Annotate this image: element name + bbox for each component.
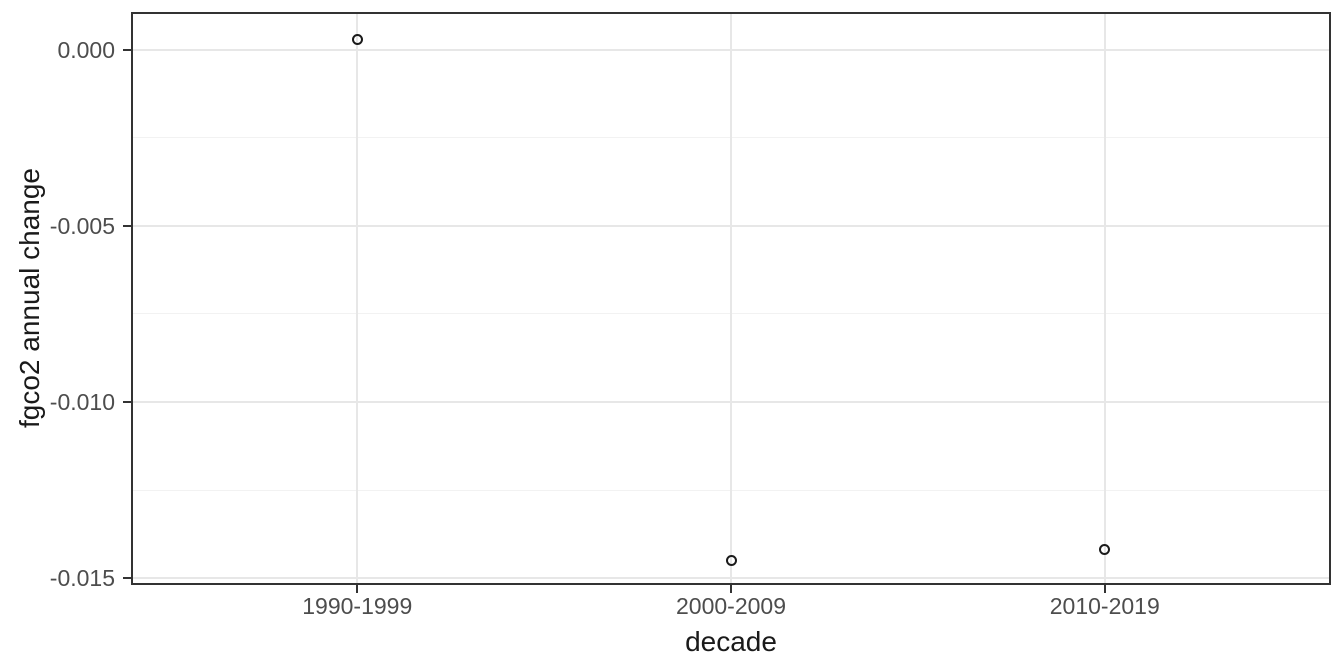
y-axis-tick-label: 0.000 (57, 36, 115, 63)
plot-panel (131, 12, 1331, 585)
data-point (725, 554, 737, 566)
data-point (351, 33, 363, 45)
gridline-major-vertical (730, 14, 732, 583)
gridline-major-vertical (356, 14, 359, 583)
x-axis-tick-label: 2010-2019 (1049, 593, 1160, 619)
points-layer (133, 14, 1329, 583)
y-axis-tick-label: -0.015 (49, 565, 115, 592)
data-point (1099, 544, 1111, 556)
gridline-major-vertical (1103, 14, 1106, 583)
y-axis-tick-label: -0.005 (49, 212, 115, 239)
x-axis-tick-mark (1103, 585, 1106, 593)
x-axis-tick-label: 1990-1999 (302, 593, 413, 619)
x-axis-title: decade (685, 626, 777, 657)
x-axis-tick-mark (356, 585, 359, 593)
y-axis-tick-mark (123, 401, 131, 404)
x-axis-tick-label: 2000-2009 (676, 593, 786, 619)
y-axis-tick-mark (123, 577, 131, 580)
x-axis-tick-mark (730, 585, 732, 593)
y-axis-title: fgco2 annual change (14, 168, 45, 428)
gridlines-major-layer (133, 14, 1329, 583)
y-axis-tick-mark (123, 224, 131, 227)
y-axis-tick-mark (123, 48, 131, 51)
y-axis-tick-label: -0.010 (49, 389, 115, 416)
